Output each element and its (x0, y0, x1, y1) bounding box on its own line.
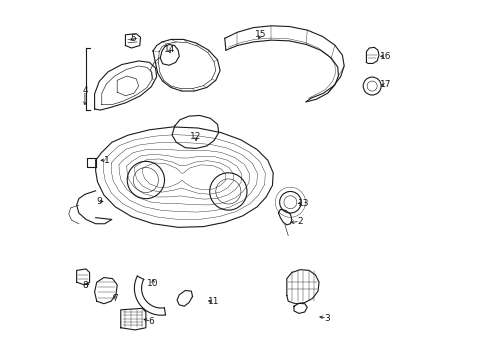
Text: 7: 7 (112, 294, 118, 303)
Text: 10: 10 (147, 279, 159, 288)
Text: 13: 13 (297, 199, 309, 208)
Text: 17: 17 (380, 81, 391, 90)
Text: 14: 14 (163, 45, 175, 54)
Text: 16: 16 (380, 52, 391, 61)
Text: 11: 11 (208, 297, 219, 306)
Text: 4: 4 (82, 86, 87, 95)
Text: 2: 2 (297, 217, 302, 226)
Text: 3: 3 (324, 314, 329, 323)
Text: 12: 12 (190, 132, 202, 141)
Text: 9: 9 (96, 197, 102, 206)
Text: 15: 15 (254, 30, 266, 39)
Text: 8: 8 (82, 281, 88, 290)
Text: 6: 6 (148, 317, 154, 326)
Text: 1: 1 (103, 156, 109, 165)
Text: 5: 5 (130, 34, 136, 43)
